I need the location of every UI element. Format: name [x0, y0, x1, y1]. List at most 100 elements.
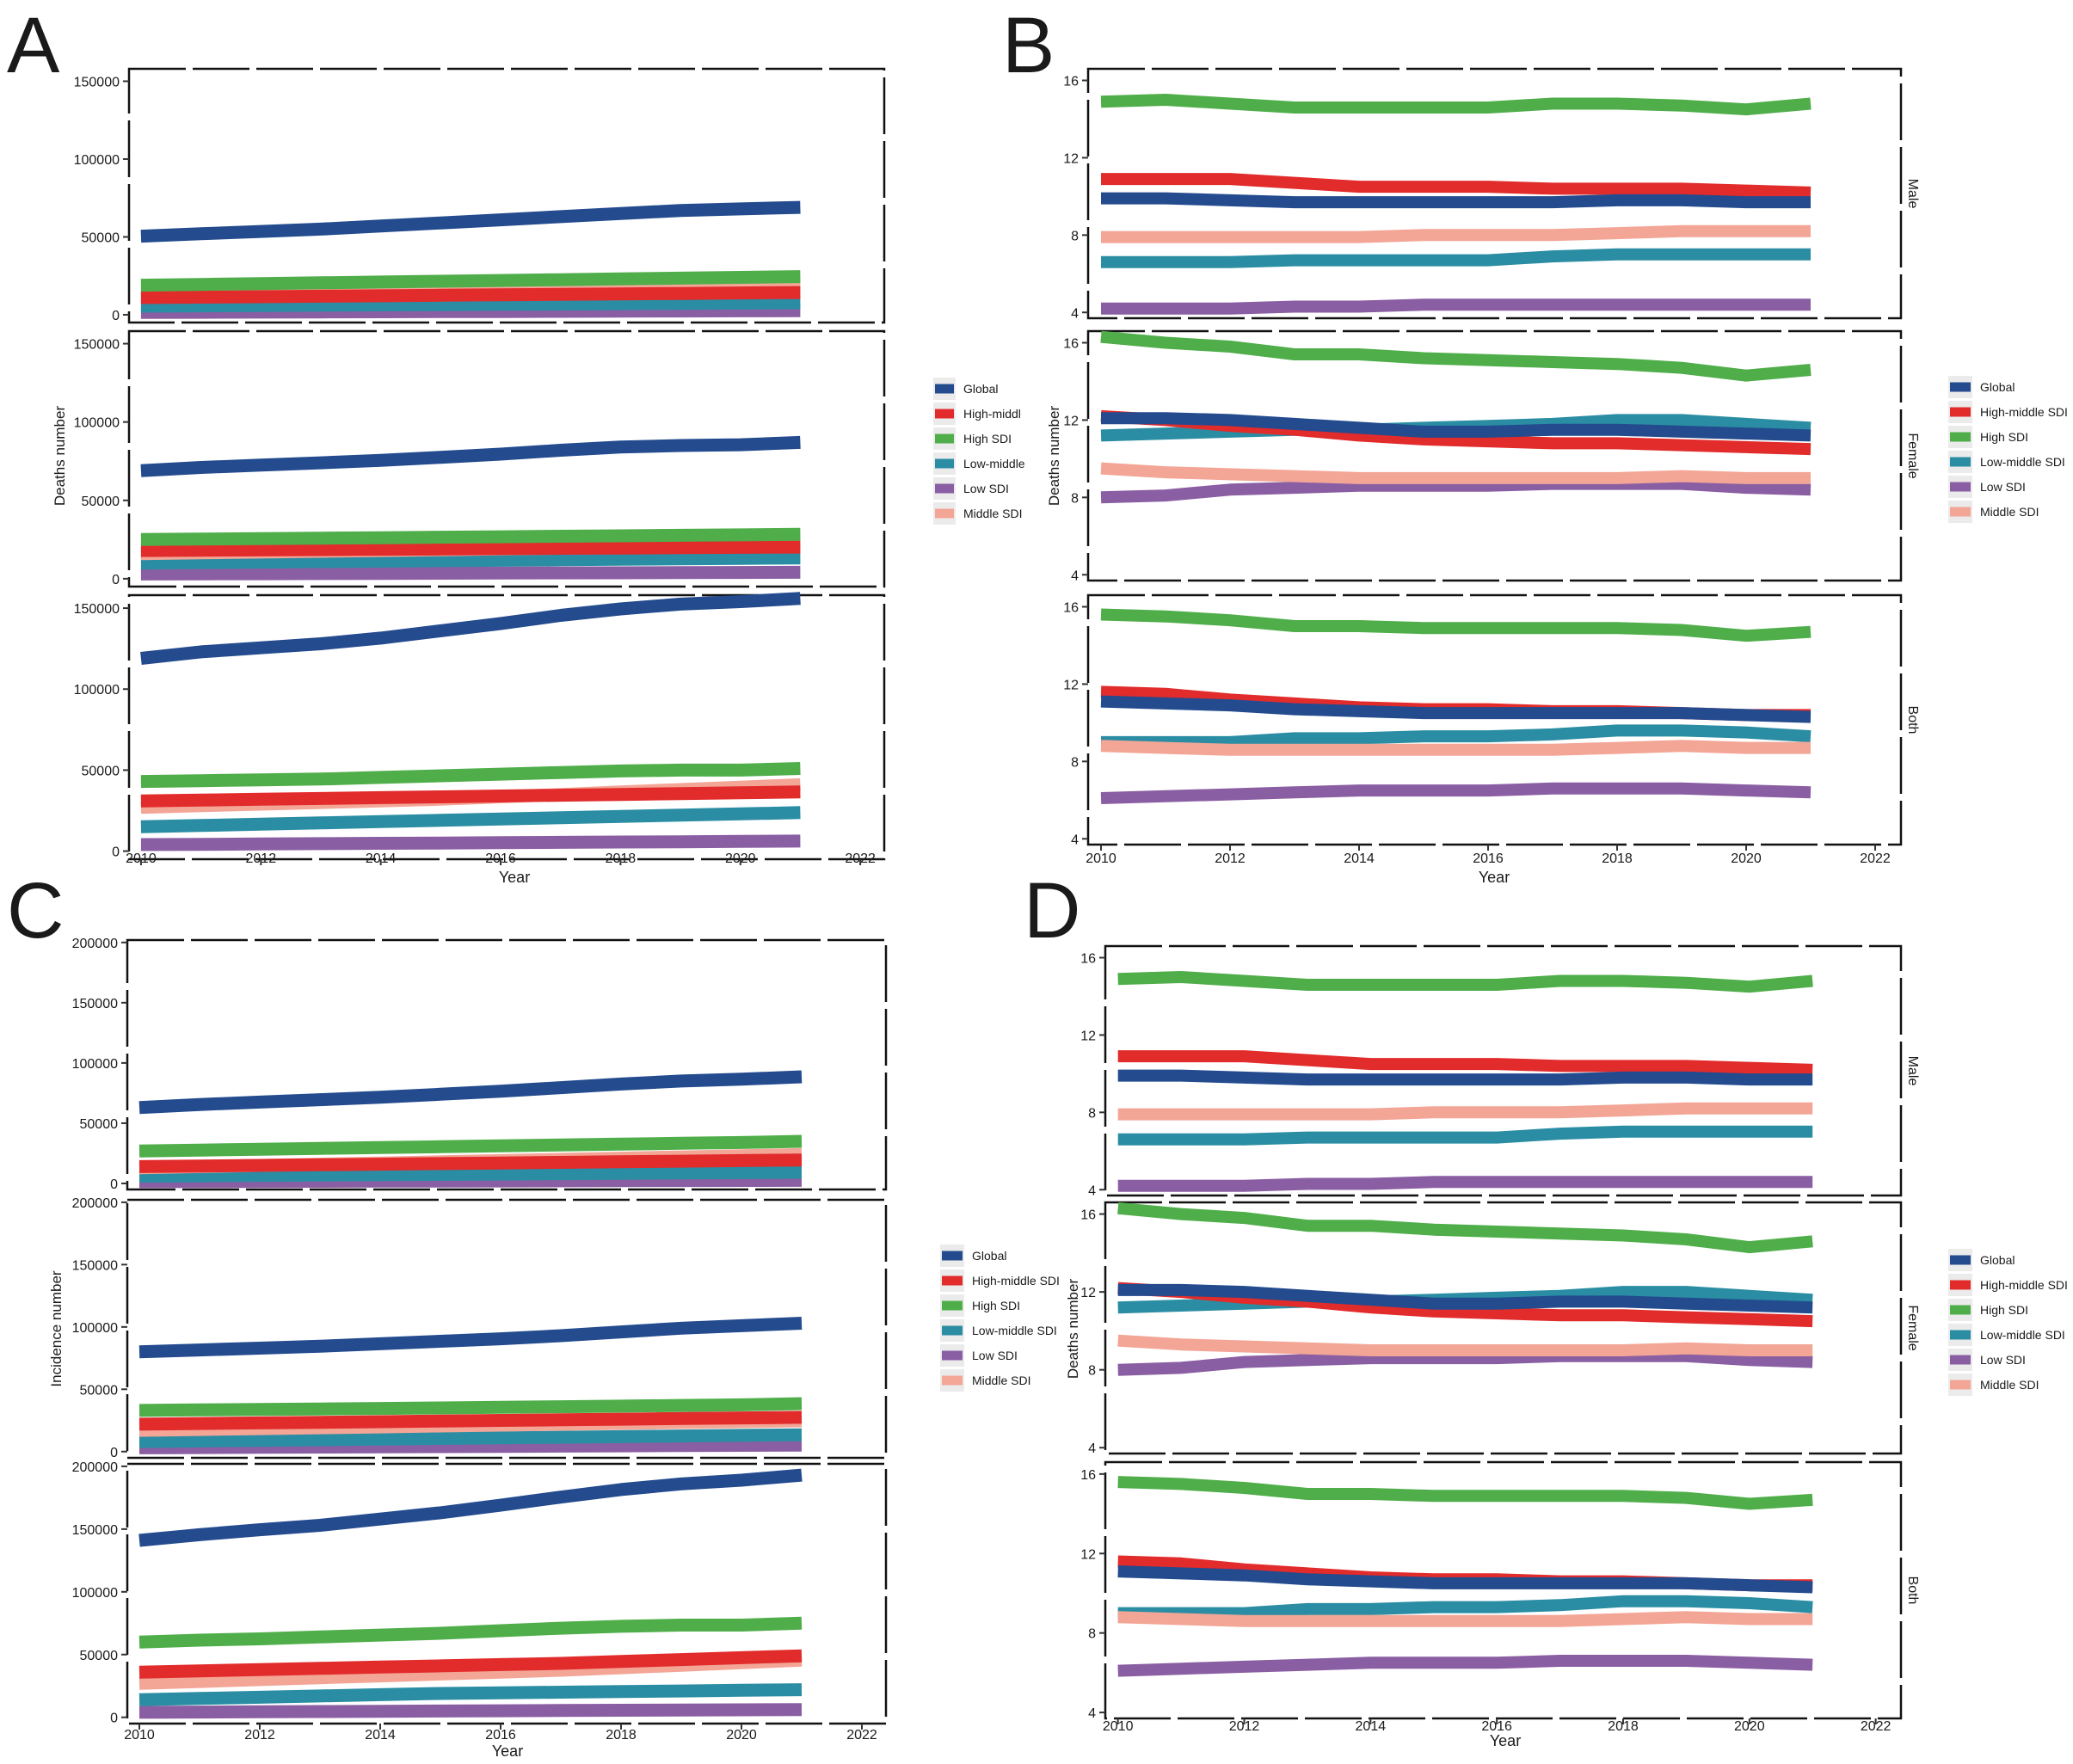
y-tick-label: 12 — [1080, 1286, 1096, 1300]
series-line-high-sdi — [138, 1397, 803, 1417]
y-tick-label: 100000 — [74, 153, 120, 168]
panel-c: C050000100000150000200000050000100000150… — [7, 867, 1060, 1760]
legend-label: High-middle SDI — [1980, 405, 2068, 419]
series-line-middle-sdi — [1101, 224, 1811, 243]
y-tick-label: 4 — [1071, 833, 1079, 847]
x-tick-label: 2016 — [1473, 851, 1504, 866]
facet-b-1: 4 8 12 16 Female — [1063, 329, 1920, 583]
series-line-global — [140, 200, 801, 243]
x-tick-label: 2010 — [1103, 1719, 1134, 1734]
x-tick-label: 2016 — [485, 1728, 516, 1742]
facet-strip-label: Male — [1905, 179, 1920, 209]
series-line-high-sdi — [1117, 971, 1813, 993]
x-tick-label: 2016 — [485, 851, 516, 866]
legend-c: Global High-middle SDI High SDI Low-middle … — [940, 1245, 1060, 1392]
panel-b: B 4 8 12 16 Male 4 8 12 16 Female 4 8 12 16 Both 2010 201… — [1002, 2, 2068, 886]
facet-strip-label: Male — [1905, 1056, 1920, 1086]
y-tick-label: 100000 — [72, 1057, 118, 1072]
series-line-high-sdi — [1117, 1202, 1813, 1254]
legend-label: Low SDI — [963, 482, 1009, 495]
y-tick-label: 50000 — [82, 764, 120, 778]
series-line-global — [1101, 192, 1811, 209]
y-tick-label: 4 — [1088, 1441, 1096, 1456]
facet-strip-label: Female — [1905, 433, 1920, 478]
legend-label: High-middle SDI — [1980, 1278, 2068, 1292]
facet-strip-label: Both — [1905, 1577, 1920, 1605]
series-line-high-sdi — [138, 1134, 803, 1158]
series-line-low-middle-sdi — [1117, 1125, 1813, 1146]
series-line-global — [140, 435, 801, 477]
series-line-high-middle-sdi — [140, 540, 801, 557]
facet-a-0: 0 50000 100000 150000 — [74, 67, 886, 324]
legend-label: Low SDI — [1980, 480, 2026, 494]
facet-a-2: 0 50000 100000 150000 — [74, 592, 886, 861]
legend-label: High SDI — [963, 432, 1012, 446]
x-tick-label: 2014 — [365, 1728, 396, 1742]
y-tick-label: 150000 — [74, 602, 120, 617]
x-tick-label: 2014 — [1344, 851, 1375, 866]
x-tick-label: 2010 — [1086, 851, 1116, 866]
facet-c-2: 0 50000 100000 150000 200000 — [72, 1460, 888, 1726]
y-tick-label: 16 — [1080, 951, 1096, 966]
x-tick-label: 2018 — [606, 851, 637, 866]
series-line-middle-sdi — [1117, 1334, 1813, 1356]
y-tick-label: 12 — [1063, 414, 1079, 428]
y-tick-label: 4 — [1088, 1183, 1096, 1198]
series-line-low-sdi — [1100, 477, 1812, 504]
x-axis-title: Year — [492, 1742, 523, 1760]
plot-frame — [127, 67, 886, 324]
x-tick-label: 2018 — [606, 1728, 637, 1742]
y-tick-label: 50000 — [82, 495, 120, 509]
series-line-global — [1100, 695, 1812, 723]
x-tick-label: 2022 — [1861, 1719, 1892, 1734]
legend-label: Middle SDI — [963, 507, 1022, 520]
series-line-global — [1117, 1069, 1813, 1086]
x-tick-label: 2012 — [1215, 851, 1246, 866]
y-tick-label: 0 — [110, 1177, 118, 1192]
legend-label: Low SDI — [972, 1349, 1018, 1362]
series-line-low-sdi — [140, 565, 801, 581]
y-tick-label: 150000 — [72, 1258, 118, 1273]
series-line-low-sdi — [1101, 298, 1811, 315]
legend-label: Low-middle SDI — [1980, 455, 2065, 469]
series-line-global — [138, 1070, 803, 1115]
facet-d-0: 4 8 12 16 Male — [1080, 944, 1920, 1198]
series-line-middle-sdi — [1117, 1611, 1813, 1627]
x-axis-title: Year — [1479, 869, 1510, 886]
x-tick-label: 2018 — [1608, 1719, 1639, 1734]
series-line-high-sdi — [1100, 94, 1812, 116]
y-tick-label: 200000 — [72, 937, 118, 951]
series-line-high-sdi — [1100, 608, 1812, 642]
plot-frame — [1086, 593, 1903, 846]
y-tick-label: 200000 — [72, 1460, 118, 1475]
x-tick-label: 2022 — [1860, 851, 1891, 866]
y-tick-label: 150000 — [74, 75, 120, 89]
y-tick-label: 8 — [1088, 1627, 1096, 1642]
y-tick-label: 16 — [1063, 74, 1079, 89]
facet-strip-label: Both — [1905, 706, 1920, 734]
legend-label: High SDI — [1980, 430, 2028, 444]
series-line-low-middle-sdi — [140, 551, 801, 570]
series-line-global — [138, 1317, 803, 1359]
series-line-low-middle-sdi — [140, 806, 801, 833]
y-tick-label: 100000 — [74, 416, 120, 431]
facet-strip-label: Female — [1905, 1305, 1920, 1350]
x-axis-title: Year — [1490, 1732, 1521, 1749]
y-tick-label: 50000 — [80, 1649, 119, 1663]
series-line-low-sdi — [1117, 1655, 1813, 1677]
panel-letter-d: D — [1024, 867, 1080, 955]
y-tick-label: 16 — [1063, 336, 1079, 351]
series-line-high-sdi — [140, 270, 801, 292]
legend-label: Global — [972, 1249, 1006, 1263]
series-line-global — [1101, 412, 1812, 442]
legend-label: Low-middle SDI — [972, 1324, 1057, 1337]
facet-b-0: 4 8 12 16 Male — [1063, 67, 1920, 321]
series-line-low-sdi — [140, 834, 801, 851]
series-line-high-middle-sdi — [1117, 1050, 1813, 1076]
y-tick-label: 0 — [110, 1446, 118, 1460]
x-tick-label: 2020 — [726, 1728, 757, 1742]
y-tick-label: 0 — [110, 1712, 118, 1726]
plot-frame — [126, 938, 888, 1191]
y-tick-label: 12 — [1080, 1029, 1096, 1043]
panel-letter-a: A — [7, 2, 60, 89]
